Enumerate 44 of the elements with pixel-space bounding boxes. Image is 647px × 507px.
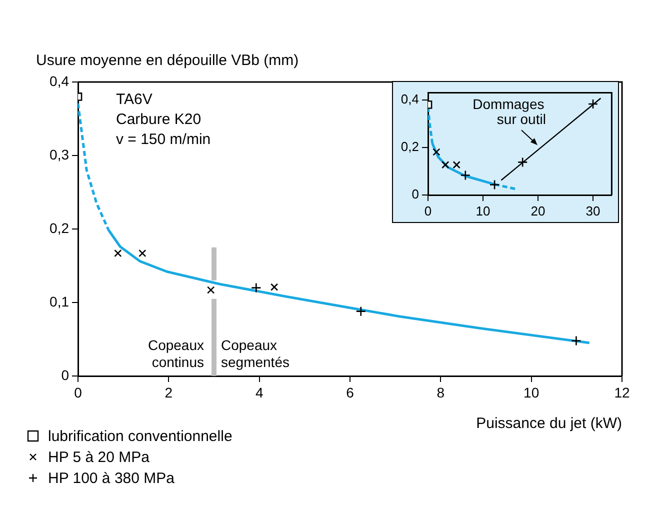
point bbox=[138, 249, 146, 258]
y-tick-label: 0,4 bbox=[50, 72, 70, 89]
legend-label: lubrification conventionnelle bbox=[48, 428, 232, 445]
x-tick-label: 6 bbox=[346, 384, 354, 400]
point bbox=[571, 336, 582, 346]
x-tick-label: 20 bbox=[530, 203, 546, 218]
x-tick-label: 12 bbox=[614, 384, 630, 400]
x-tick-label: 0 bbox=[74, 384, 82, 400]
point bbox=[206, 286, 215, 294]
y-tick-label: 0,1 bbox=[50, 293, 70, 310]
point bbox=[588, 98, 598, 110]
point bbox=[114, 249, 122, 258]
legend-label: HP 5 à 20 MPa bbox=[48, 449, 150, 466]
point bbox=[442, 160, 450, 169]
y-tick-label: 0 bbox=[61, 366, 70, 383]
y-tick-label: 0,2 bbox=[50, 220, 70, 236]
x-tick-label: 30 bbox=[586, 203, 600, 218]
y-tick-label: 0,3 bbox=[50, 146, 70, 162]
point bbox=[270, 283, 278, 291]
x-tick-label: 10 bbox=[476, 203, 490, 218]
point bbox=[251, 282, 262, 293]
legend-label: HP 100 à 380 MPa bbox=[48, 470, 176, 487]
x-tick-label: 2 bbox=[164, 384, 173, 400]
annotation: Copeaux segmentés bbox=[221, 337, 290, 370]
x-tick-label: 0 bbox=[424, 203, 432, 218]
x-axis-title: Puissance du jet (kW) bbox=[476, 415, 622, 432]
x-tick-label: 8 bbox=[436, 384, 445, 400]
y-tick-label: 0,2 bbox=[400, 139, 419, 154]
point bbox=[432, 148, 440, 156]
annotation: Dommages sur outil bbox=[472, 96, 546, 128]
point bbox=[356, 306, 366, 316]
y-tick-label: 0,4 bbox=[400, 92, 419, 107]
x-tick-label: 4 bbox=[255, 384, 264, 400]
annotation: TA6V bbox=[116, 91, 152, 108]
annotation: v = 150 m/min bbox=[116, 131, 211, 148]
annotation: Copeaux continus bbox=[148, 337, 204, 370]
annotation: Carbure K20 bbox=[116, 111, 202, 128]
point bbox=[452, 160, 460, 169]
point bbox=[460, 170, 471, 180]
point bbox=[517, 157, 528, 168]
point bbox=[489, 180, 500, 190]
x-tick-label: 10 bbox=[524, 384, 540, 400]
y-tick-label: 0 bbox=[412, 186, 419, 202]
y-axis-title: Usure moyenne en dépouille VBb (mm) bbox=[36, 52, 299, 69]
